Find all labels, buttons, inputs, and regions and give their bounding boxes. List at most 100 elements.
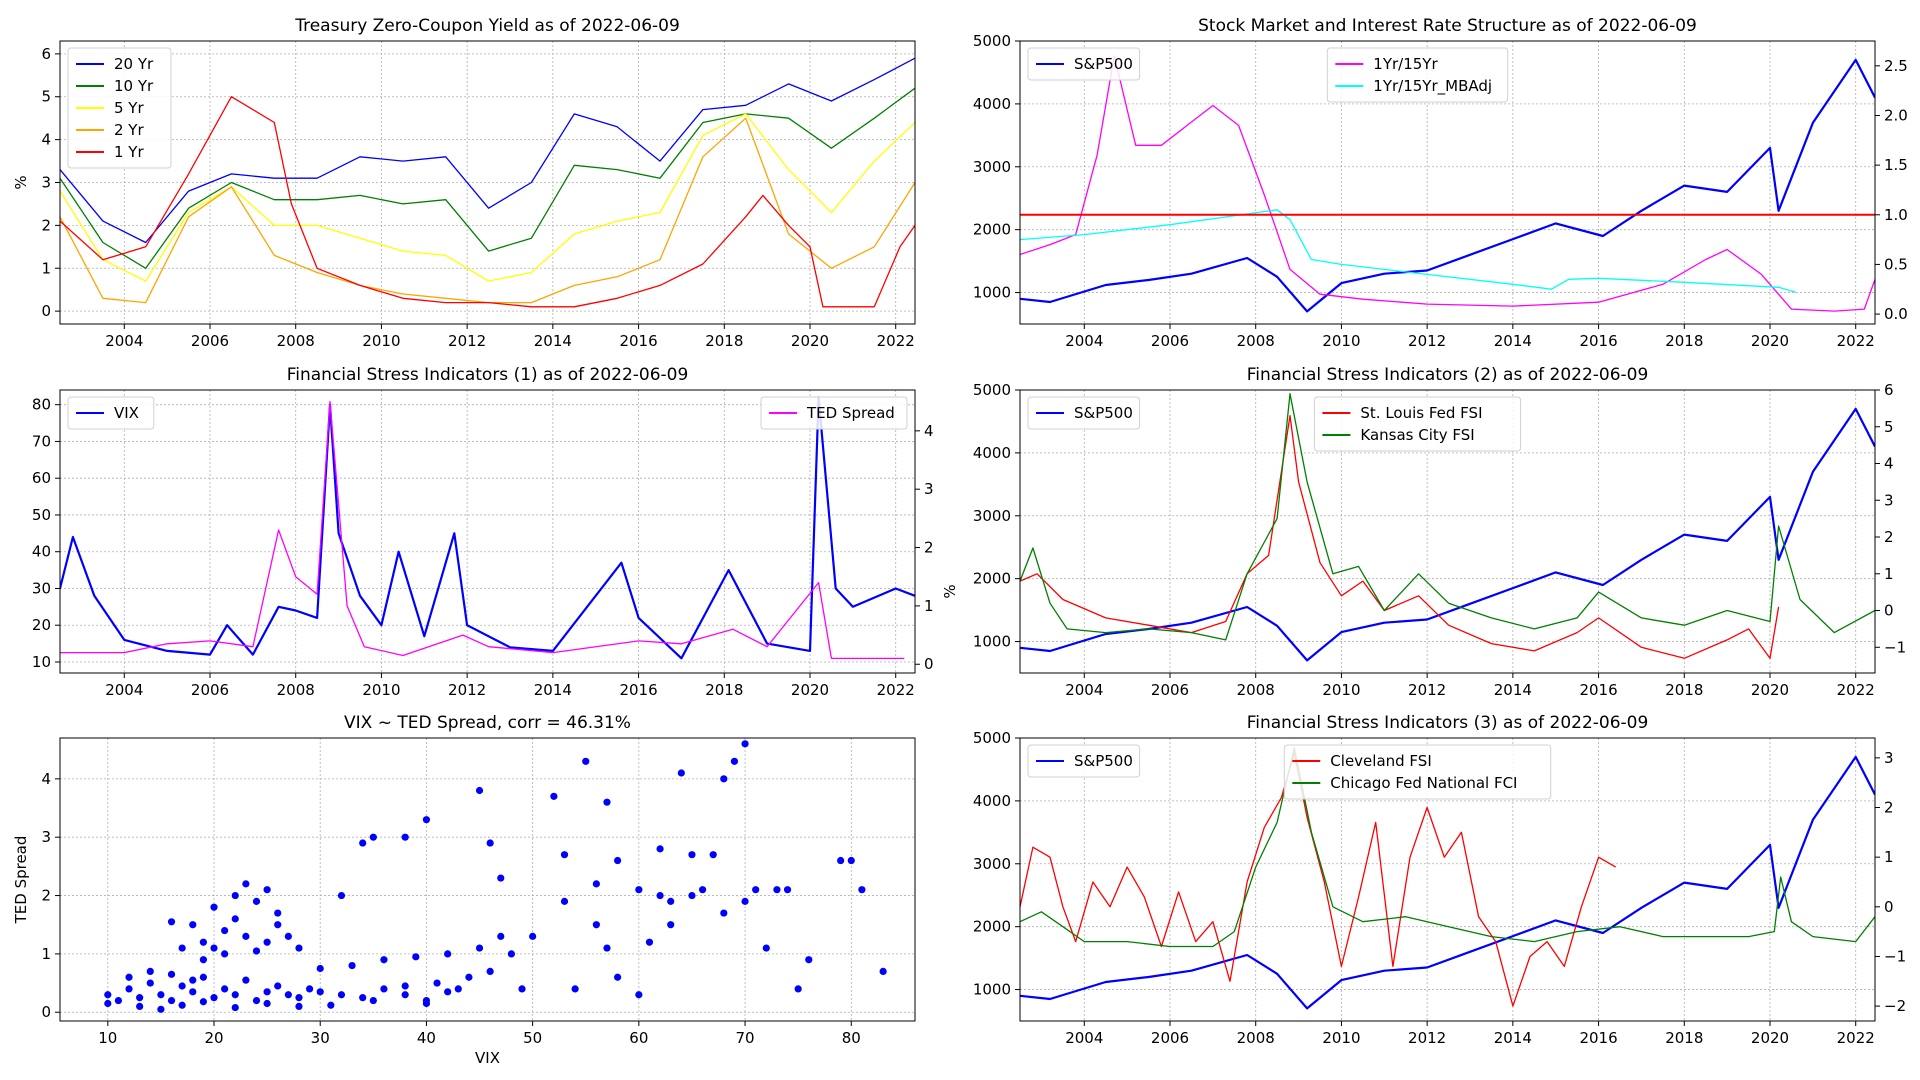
- scatter-point: [444, 988, 452, 996]
- legend-box: [1027, 396, 1141, 430]
- scatter-point: [603, 798, 611, 806]
- axes-frame: [59, 40, 916, 325]
- y-tick-label: 2000: [973, 221, 1011, 239]
- x-tick-label: 2006: [1151, 681, 1189, 699]
- x-tick-label: 2022: [1837, 681, 1875, 699]
- scatter-point: [210, 944, 218, 952]
- x-tick-label: 2008: [1237, 681, 1275, 699]
- x-tick-label: 2012: [448, 332, 486, 350]
- legend: Cleveland FSI Chicago Fed National FCI: [1283, 744, 1552, 800]
- scatter-point: [242, 932, 250, 940]
- scatter-point: [698, 886, 707, 894]
- x-tick-label: 2016: [1579, 1029, 1617, 1047]
- legend-label: Cleveland FSI: [1330, 752, 1431, 770]
- scatter-point: [560, 851, 569, 859]
- scatter-point: [263, 886, 271, 894]
- scatter-point: [210, 994, 218, 1002]
- y-tick-label: 70: [32, 432, 51, 450]
- x-tick-label: 20: [204, 1029, 223, 1047]
- scatter-point: [773, 886, 781, 894]
- scatter-point: [327, 1001, 335, 1009]
- x-tick-label: 2008: [1237, 1029, 1275, 1047]
- legend-label: 1Yr/15Yr_MBAdj: [1373, 77, 1492, 96]
- legend: TED Spread: [760, 396, 908, 430]
- axes-frame: [1019, 40, 1876, 325]
- legend-label: 1 Yr: [114, 143, 144, 161]
- x-tick-label: 2020: [1751, 681, 1789, 699]
- axes-frame: [59, 389, 916, 674]
- scatter-point: [221, 950, 229, 958]
- x-tick-label: 2014: [1494, 1029, 1532, 1047]
- y-right-tick-label: 5: [1884, 418, 1894, 436]
- scatter-point: [252, 996, 261, 1005]
- x-tick-label: 2016: [1579, 681, 1617, 699]
- scatter-point: [157, 991, 165, 999]
- scatter-point: [454, 985, 462, 993]
- scatter-point: [380, 985, 388, 993]
- panel-yield: 2004 2006 2008 2010 2012 2014 2016 2018 2020 2022…: [12, 16, 916, 350]
- scatter-point: [199, 998, 207, 1006]
- legend: 20 Yr 10 Yr 5 Yr 2 Yr 1 Yr: [67, 47, 172, 169]
- scatter-point: [263, 999, 271, 1008]
- y-tick-label: 60: [32, 469, 51, 487]
- grid: [60, 738, 915, 1021]
- panel-stress2: 2004 2006 2008 2010 2012 2014 2016 2018 2020 2022…: [973, 365, 1906, 699]
- scatter-point: [433, 979, 441, 987]
- scatter-point: [295, 994, 303, 1002]
- scatter-point: [125, 985, 133, 993]
- y-right-tick-label: 1.5: [1884, 156, 1908, 174]
- y-tick-label: 4: [41, 131, 51, 149]
- x-tick-label: 2008: [277, 332, 315, 350]
- x-tick-label: 2022: [1837, 332, 1875, 350]
- y-tick-label: 20: [32, 616, 51, 634]
- y-tick-label: 4000: [973, 95, 1011, 113]
- x-tick-label: 2018: [1665, 332, 1703, 350]
- y-right-tick-label: −2: [1884, 997, 1906, 1015]
- scatter-point: [146, 967, 154, 976]
- series-line-10-yr: [60, 87, 915, 269]
- legend-label: 1Yr/15Yr: [1373, 55, 1438, 73]
- series-line-st-louis-fed-fsi: [1020, 415, 1780, 659]
- x-tick-label: 2016: [619, 332, 657, 350]
- scatter-point: [263, 938, 271, 946]
- scatter-point: [560, 897, 569, 905]
- scatter-point: [667, 921, 675, 929]
- scatter-point: [189, 988, 197, 996]
- scatter-point: [465, 973, 473, 981]
- x-tick-label: 2006: [1151, 1029, 1189, 1047]
- x-tick-label: 2004: [1065, 1029, 1103, 1047]
- x-tick-label: 2006: [191, 681, 229, 699]
- chart-title: VIX ~ TED Spread, corr = 46.31%: [344, 713, 631, 733]
- legend-label: TED Spread: [806, 404, 895, 422]
- x-tick-label: 2004: [105, 332, 143, 350]
- scatter-point: [221, 926, 229, 935]
- legend-box: [1313, 396, 1522, 452]
- scatter-point: [305, 985, 314, 993]
- y-right-tick-label: 1: [1884, 848, 1894, 866]
- scatter-point: [337, 891, 346, 900]
- legend-box: [1283, 744, 1552, 800]
- plot-area: [60, 57, 915, 308]
- scatter-point: [688, 891, 696, 900]
- x-tick-label: 2020: [791, 681, 829, 699]
- x-tick-label: 70: [736, 1029, 755, 1047]
- legend-label: 5 Yr: [114, 99, 144, 117]
- scatter-point: [295, 1002, 303, 1011]
- scatter-point: [295, 944, 303, 952]
- y-right-tick-label: 0: [1884, 898, 1894, 916]
- scatter-point: [221, 985, 229, 993]
- x-tick-label: 2010: [362, 332, 400, 350]
- scatter-point: [167, 918, 176, 926]
- x-tick-label: 2010: [1322, 681, 1360, 699]
- grid: [60, 41, 915, 324]
- legend-box: [1027, 744, 1141, 778]
- scatter-point: [231, 991, 239, 999]
- scatter-point: [178, 982, 186, 990]
- panel-stress3: 2004 2006 2008 2010 2012 2014 2016 2018 2020 2022…: [973, 713, 1906, 1047]
- scatter-point: [709, 851, 717, 859]
- scatter-point: [316, 964, 324, 973]
- scatter-point: [667, 897, 675, 905]
- series-line-5-yr: [60, 113, 915, 282]
- series-line-vix: [60, 396, 915, 660]
